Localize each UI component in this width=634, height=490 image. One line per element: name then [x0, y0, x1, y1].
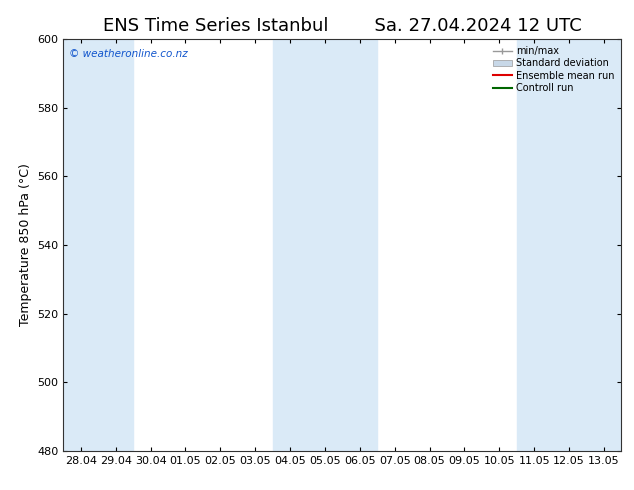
- Bar: [517, 39, 621, 451]
- Title: ENS Time Series Istanbul        Sa. 27.04.2024 12 UTC: ENS Time Series Istanbul Sa. 27.04.2024 …: [103, 17, 582, 35]
- Bar: [273, 39, 377, 451]
- Legend: min/max, Standard deviation, Ensemble mean run, Controll run: min/max, Standard deviation, Ensemble me…: [491, 44, 616, 95]
- Y-axis label: Temperature 850 hPa (°C): Temperature 850 hPa (°C): [19, 164, 32, 326]
- Text: © weatheronline.co.nz: © weatheronline.co.nz: [69, 49, 188, 59]
- Bar: [63, 39, 133, 451]
